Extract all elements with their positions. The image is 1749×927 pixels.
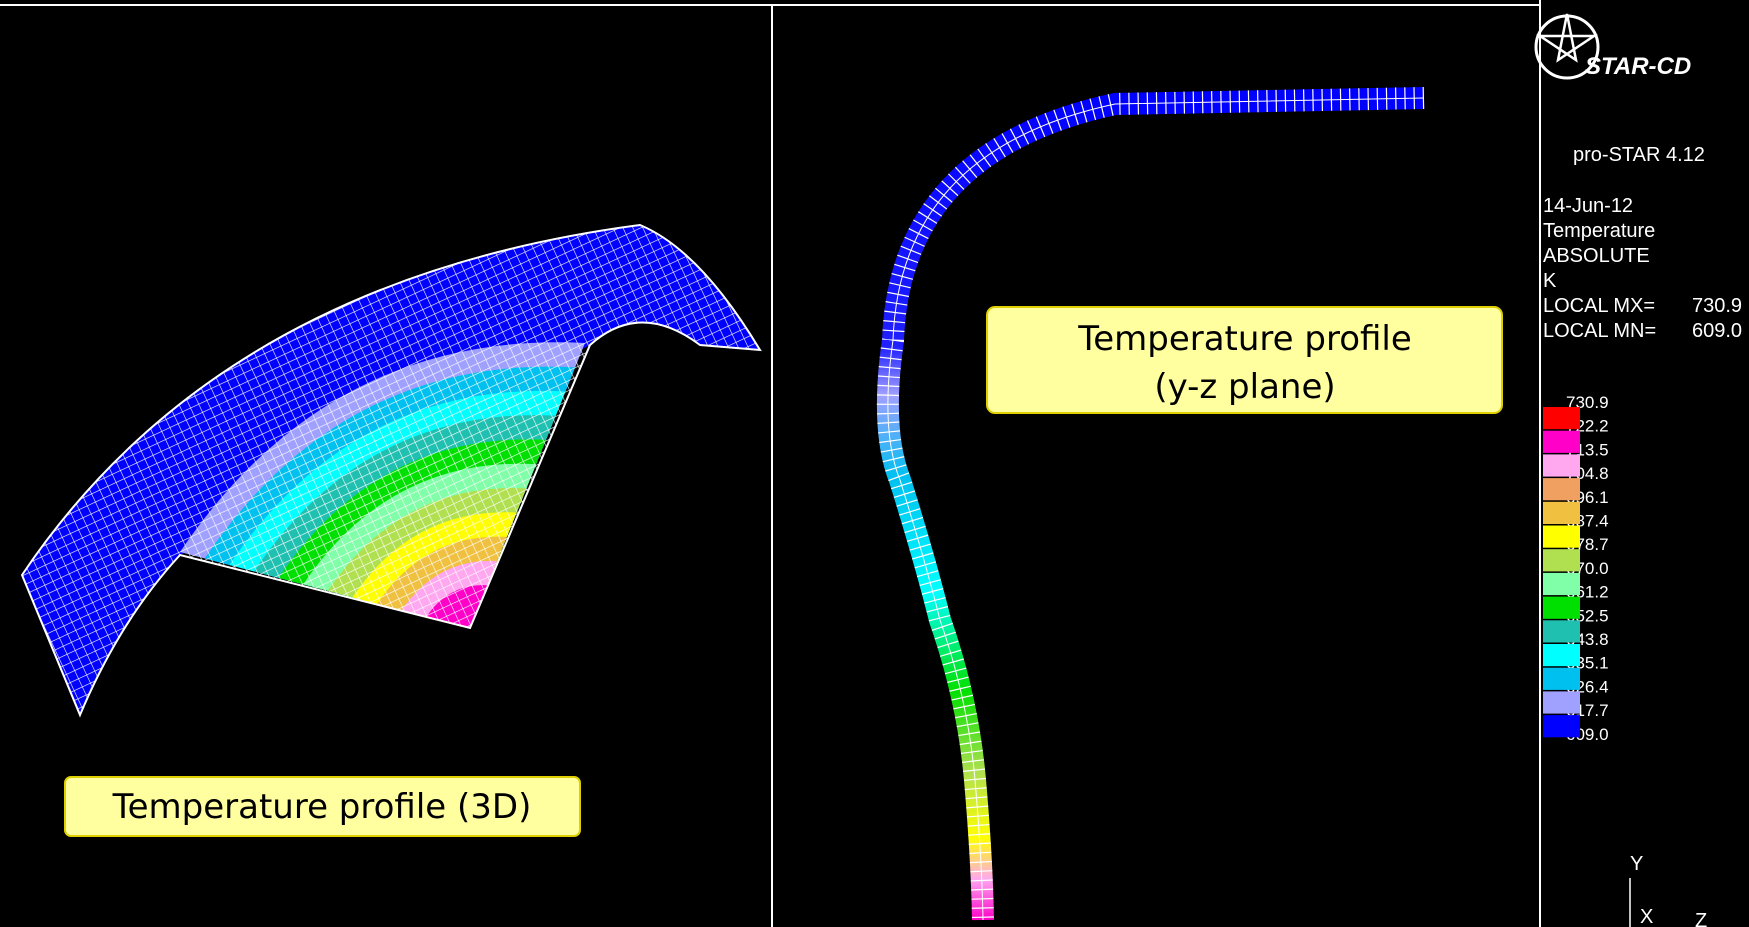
info-value: 609.0 [1692, 320, 1742, 342]
legend-swatch [1543, 644, 1580, 666]
legend-swatch [1543, 502, 1580, 524]
legend-swatch [1543, 431, 1580, 453]
triad-label: Z [1695, 910, 1707, 927]
legend-swatch [1543, 573, 1580, 595]
info-value: 730.9 [1692, 295, 1742, 317]
legend-swatch [1543, 549, 1580, 571]
info: LOCAL MN= [1543, 320, 1656, 342]
info: LOCAL MX= [1543, 295, 1655, 317]
annotation: Temperature profile [1077, 319, 1412, 359]
legend-swatch [1543, 526, 1580, 548]
legend-swatch [1543, 597, 1580, 619]
info: 14-Jun-12 [1543, 195, 1633, 217]
triad-label: X [1640, 906, 1653, 927]
info: ABSOLUTE [1543, 245, 1650, 267]
logo-text: STAR-CD [1585, 53, 1691, 80]
legend-swatch [1543, 691, 1580, 713]
screen: Temperature profile (3D) Temperature pro… [0, 0, 1749, 927]
annotation: Temperature profile (3D) [112, 787, 532, 827]
legend-swatch [1543, 620, 1580, 642]
version: pro-STAR 4.12 [1573, 144, 1705, 166]
info: Temperature [1543, 220, 1655, 242]
page: Temperature profile (3D) Temperature pro… [0, 0, 1749, 927]
legend-swatch [1543, 478, 1580, 500]
legend-swatch [1543, 407, 1580, 429]
triad-label: Y [1630, 853, 1643, 875]
legend-swatch [1543, 454, 1580, 476]
legend-swatch [1543, 668, 1580, 690]
annotation: (y-z plane) [1154, 367, 1335, 407]
info: K [1543, 270, 1557, 292]
legend-swatch [1543, 715, 1580, 737]
